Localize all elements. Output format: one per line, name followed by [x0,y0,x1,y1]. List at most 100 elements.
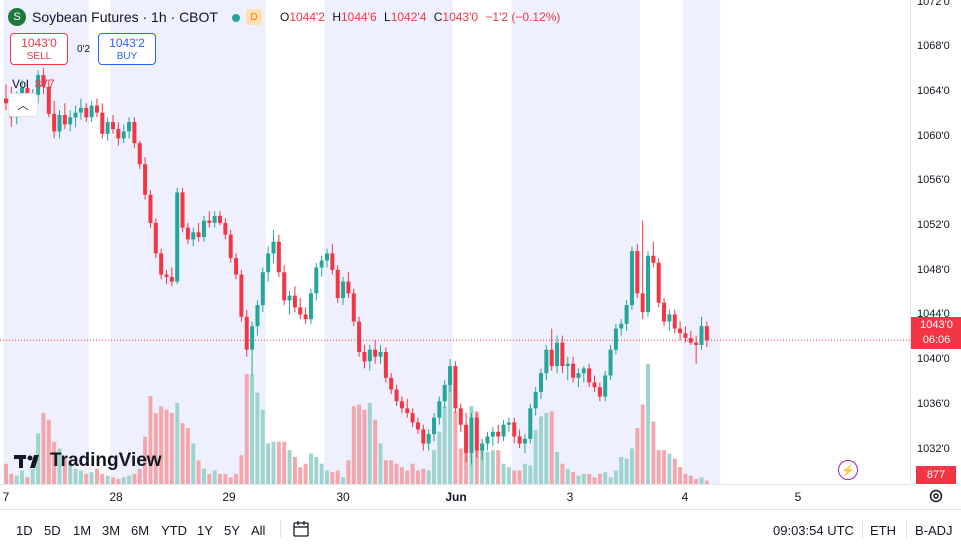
candle-body [448,366,453,385]
volume-bar [399,467,404,484]
candle-body [4,98,8,104]
candle-body [544,349,549,374]
volume-bar [282,441,287,484]
collapse-legend-button[interactable]: ︿ [8,93,38,117]
volume-bar [501,463,506,484]
price-chart[interactable] [0,0,910,484]
volume-bar [175,402,180,484]
last-price-value: 1043'0 [920,319,953,331]
utc-clock[interactable]: 09:03:54 UTC [773,523,854,538]
volume-bar [442,406,447,484]
timeframe-5d-button[interactable]: 5D [44,523,61,538]
lightning-icon[interactable]: ⚡ [838,460,858,480]
candle-body [234,258,239,275]
candle-body [308,293,313,320]
timeframe-3m-button[interactable]: 3M [102,523,121,538]
candle-body [212,215,217,223]
candle-body [432,417,436,435]
volume-bar [20,470,25,484]
symbol-title[interactable]: Soybean Futures · 1h · CBOT [32,9,218,25]
date-range-calendar-icon[interactable] [292,520,310,543]
open-value: 1044'2 [289,10,325,24]
volume-bar [405,470,410,484]
volume-bar [127,475,132,484]
delayed-data-badge[interactable]: D [245,9,262,25]
tradingview-wordmark: TradingView [50,450,162,471]
volume-bar [490,450,495,484]
candle-body [640,293,645,313]
volume-bar [132,473,137,484]
session-band [511,0,640,484]
candle-body [683,333,688,338]
candle-body [303,314,308,320]
last-price-tag[interactable]: 1043'0 06:06 [911,317,961,349]
candle-body [490,431,495,437]
candle-body [613,328,618,350]
candle-body [41,75,46,87]
toolbar-divider [906,520,907,538]
session-toggle[interactable]: ETH [870,523,896,538]
volume-bar [603,472,608,484]
candle-body [314,267,319,294]
high-value: 1044'6 [341,10,377,24]
settings-gear-icon[interactable] [928,488,944,507]
volume-bar [426,470,431,484]
candle-body [78,107,83,113]
candle-body [367,349,372,362]
ohlc-values: O1044'2 H1044'6 L1042'4 C1043'0 −1'2 (−0… [280,10,564,24]
timeframe-5y-button[interactable]: 5Y [224,523,240,538]
volume-bar [560,463,565,484]
session-band [324,0,453,484]
volume-bar [592,477,597,484]
candle-body [357,321,362,352]
timeframe-1d-button[interactable]: 1D [16,523,33,538]
candle-body [629,251,634,306]
candle-body [437,401,442,418]
candle-body [399,401,404,409]
volume-bar [25,477,30,484]
volume-bar [41,413,46,484]
candle-body [501,424,506,437]
candle-body [619,323,624,329]
close-label: C [433,10,443,24]
candle-body [587,368,592,383]
symbol-logo[interactable]: S [8,8,26,26]
adjustment-toggle[interactable]: B-ADJ [915,523,953,538]
timeframe-ytd-button[interactable]: YTD [161,523,187,538]
timeframe-all-button[interactable]: All [251,523,266,538]
volume-bar [218,473,222,484]
timeframe-6m-button[interactable]: 6M [131,523,150,538]
price-axis[interactable]: 1072'0 1068'0 1064'0 1060'0 1056'0 1052'… [910,0,961,484]
volume-bar [410,463,415,484]
timeframe-1y-button[interactable]: 1Y [197,523,213,538]
session-band [682,0,721,484]
volume-bar [389,460,394,484]
price-tick: 1032'0 [917,443,950,455]
volume-legend[interactable]: Vol 877 [12,77,55,91]
volume-bar [688,475,693,484]
timeframe-1m-button[interactable]: 1M [73,523,92,538]
buy-button[interactable]: 1043'2 BUY [98,33,156,65]
candle-body [180,192,185,228]
tradingview-logo[interactable]: TradingView [14,450,162,472]
volume-bar [89,472,94,484]
time-axis[interactable]: 7 28 29 30 Jun 3 4 5 [0,484,910,510]
volume-bar [185,428,190,484]
volume-bar [196,460,201,484]
candle-body [271,241,276,254]
candle-body [555,342,560,367]
volume-bar [30,468,35,484]
sell-button[interactable]: 1043'0 SELL [10,33,68,65]
volume-bar [415,470,420,484]
volume-bar [704,480,709,484]
candle-body [201,220,206,238]
volume-bar [597,473,602,484]
volume-value: 877 [34,77,55,91]
volume-bar [346,460,351,484]
volume-bar [544,413,549,484]
volume-bar [533,429,538,484]
chart-area[interactable]: S Soybean Futures · 1h · CBOT D O1044'2 … [0,0,910,484]
volume-bar [319,463,324,484]
candle-body [383,352,388,378]
volume-bar [330,472,335,484]
